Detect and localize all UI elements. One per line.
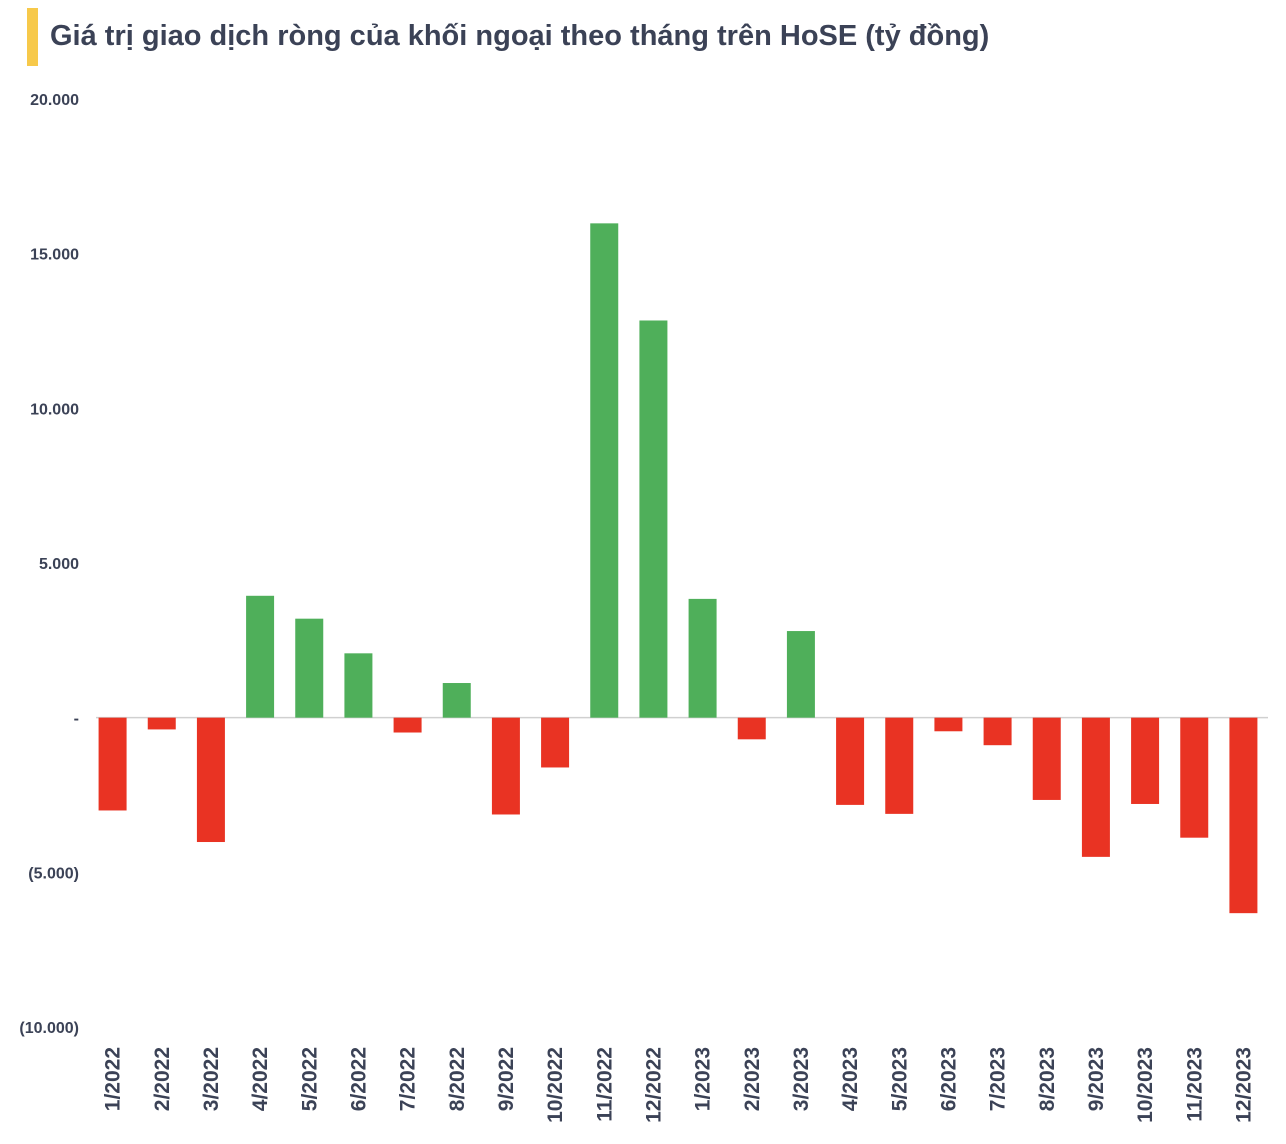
x-tick-label: 11/2023 <box>1183 1047 1206 1122</box>
x-tick-label: 3/2022 <box>200 1047 223 1111</box>
x-tick-label: 9/2023 <box>1085 1047 1108 1111</box>
x-tick-label: 12/2023 <box>1232 1047 1255 1123</box>
x-tick-label: 3/2023 <box>790 1047 813 1111</box>
bar <box>98 717 127 811</box>
bar <box>1081 717 1110 857</box>
bar <box>541 717 570 768</box>
bar <box>983 717 1012 746</box>
bar <box>590 223 619 718</box>
bar <box>295 618 324 718</box>
bar <box>147 717 176 730</box>
x-tick-label: 6/2023 <box>937 1047 960 1111</box>
x-tick-label: 8/2023 <box>1036 1047 1059 1111</box>
x-tick-label: 2/2022 <box>151 1047 174 1111</box>
bar <box>786 631 815 718</box>
bar <box>1180 717 1209 838</box>
bar <box>442 683 471 718</box>
bar <box>1131 717 1160 804</box>
bar <box>885 717 914 814</box>
x-tick-label: 8/2022 <box>446 1047 469 1111</box>
x-tick-label: 1/2022 <box>102 1047 125 1111</box>
title-accent-bar <box>27 8 38 66</box>
x-tick-label: 10/2023 <box>1134 1047 1157 1123</box>
y-tick-label: 20.000 <box>30 92 79 109</box>
x-tick-label: 11/2022 <box>593 1047 616 1122</box>
y-tick-label: (10.000) <box>19 1020 79 1037</box>
bar <box>688 598 717 718</box>
y-tick-label: 5.000 <box>39 556 79 573</box>
bar <box>737 717 766 740</box>
bar <box>393 717 422 733</box>
bar <box>246 595 275 718</box>
y-tick-label: (5.000) <box>28 865 79 882</box>
bar <box>196 717 225 843</box>
x-tick-label: 6/2022 <box>347 1047 370 1111</box>
x-tick-label: 2/2023 <box>741 1047 764 1111</box>
y-tick-label: 15.000 <box>30 247 79 264</box>
x-tick-label: 12/2022 <box>642 1047 665 1123</box>
x-tick-label: 7/2022 <box>397 1047 420 1111</box>
x-tick-label: 5/2022 <box>298 1047 321 1111</box>
x-tick-label: 7/2023 <box>987 1047 1010 1111</box>
bar <box>836 717 865 805</box>
chart-title: Giá trị giao dịch ròng của khối ngoại th… <box>50 20 990 52</box>
x-tick-label: 1/2023 <box>692 1047 715 1111</box>
bar <box>1229 717 1258 914</box>
x-tick-label: 4/2023 <box>839 1047 862 1111</box>
bar <box>1032 717 1061 800</box>
x-tick-label: 9/2022 <box>495 1047 518 1111</box>
bar <box>639 320 668 718</box>
bar <box>344 653 373 718</box>
y-tick-label: - <box>74 711 79 728</box>
x-tick-label: 4/2022 <box>249 1047 272 1111</box>
bar <box>491 717 520 815</box>
x-tick-label: 5/2023 <box>888 1047 911 1111</box>
y-tick-label: 10.000 <box>30 401 79 418</box>
bar <box>934 717 963 732</box>
x-tick-label: 10/2022 <box>544 1047 567 1123</box>
